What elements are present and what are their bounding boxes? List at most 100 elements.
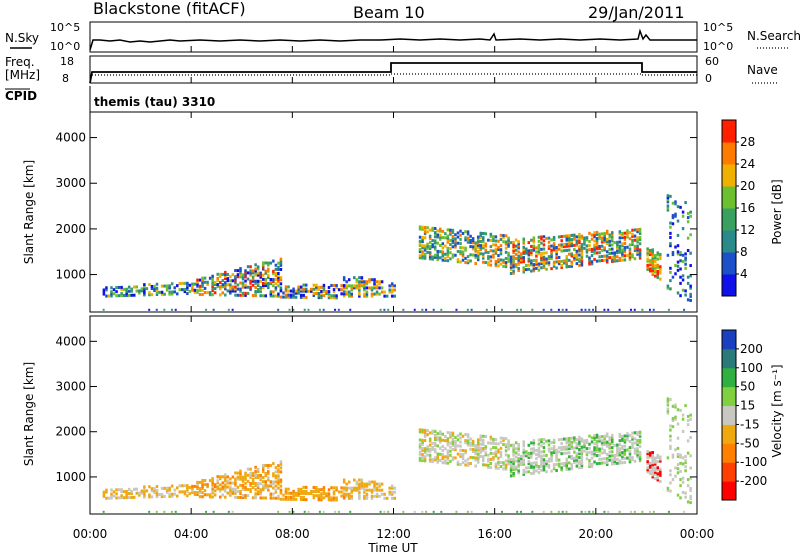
velocity-cell	[555, 468, 558, 472]
velocity-cell	[342, 480, 346, 484]
power-cell	[246, 265, 250, 269]
velocity-cell	[428, 437, 432, 441]
power-cell	[573, 247, 576, 251]
velocity-cell	[532, 461, 536, 465]
power-cell	[244, 275, 247, 279]
power-cell	[363, 282, 366, 286]
velocity-cell	[502, 442, 505, 446]
power-cell	[666, 208, 670, 212]
velocity-cell	[476, 458, 480, 462]
velocity-cell	[598, 449, 601, 453]
velocity-cell	[211, 479, 214, 483]
velocity-cell	[638, 430, 642, 434]
power-cell	[676, 219, 680, 223]
power-cell	[441, 258, 445, 262]
velocity-cell	[633, 510, 636, 513]
velocity-cell	[312, 494, 316, 498]
velocity-cell	[135, 487, 139, 491]
velocity-cell	[444, 434, 447, 438]
velocity-cell	[436, 436, 439, 440]
velocity-cell	[561, 510, 564, 513]
velocity-cell	[555, 454, 558, 458]
x-tick-label: 20:00	[579, 527, 614, 541]
power-cell	[550, 252, 553, 256]
power-cell	[542, 243, 546, 247]
velocity-cell	[540, 438, 543, 442]
velocity-cell	[421, 440, 424, 444]
velocity-cell	[418, 446, 422, 450]
velocity-cell	[201, 478, 204, 482]
velocity-cell	[466, 457, 470, 461]
velocity-cell	[638, 440, 642, 444]
velocity-cell	[512, 449, 515, 453]
power-cell	[494, 260, 498, 264]
power-cell	[426, 242, 429, 246]
power-cell	[455, 308, 458, 311]
velocity-cell	[224, 473, 227, 477]
power-cell	[375, 290, 379, 294]
velocity-cell	[598, 453, 601, 457]
velocity-cell	[618, 433, 622, 437]
velocity-cell	[143, 491, 146, 495]
power-cell	[507, 243, 510, 247]
velocity-cell	[226, 475, 230, 479]
power-cell	[507, 253, 510, 257]
power-cell	[433, 255, 437, 259]
power-cell	[461, 258, 465, 262]
power-cell	[499, 262, 503, 266]
power-cell	[340, 284, 343, 288]
velocity-cell	[120, 488, 123, 492]
velocity-cell	[446, 453, 450, 457]
velocity-cell	[375, 492, 379, 496]
velocity-cell	[216, 479, 219, 483]
velocity-cell	[102, 510, 105, 513]
power-cell	[557, 308, 560, 311]
velocity-cell	[651, 455, 654, 459]
power-cell	[654, 258, 657, 262]
power-cell	[211, 293, 214, 297]
velocity-cell	[573, 438, 576, 442]
velocity-cell	[227, 510, 230, 513]
power-cell	[669, 287, 672, 291]
power-cell	[494, 235, 498, 239]
power-cell	[669, 270, 672, 274]
power-cell	[165, 284, 169, 288]
velocity-cell	[618, 459, 622, 463]
velocity-cell	[550, 457, 553, 461]
velocity-cell	[239, 471, 242, 475]
power-cell	[555, 250, 558, 254]
power-cell	[681, 227, 685, 231]
power-cell	[474, 247, 477, 251]
velocity-cell	[196, 482, 199, 486]
velocity-cell	[537, 448, 541, 452]
power-cell	[375, 284, 379, 288]
power-cell	[226, 277, 230, 281]
power-cell	[580, 263, 584, 267]
velocity-cell	[646, 450, 649, 454]
velocity-cell	[320, 496, 323, 500]
power-cell	[573, 256, 576, 260]
velocity-cell	[428, 455, 432, 459]
power-cell	[547, 236, 551, 240]
power-cell	[370, 294, 374, 298]
power-cell	[385, 294, 389, 298]
noise-left-tick-top: 10^5	[50, 21, 80, 34]
velocity-cell	[165, 490, 169, 494]
power-cell	[552, 248, 556, 252]
velocity-cell	[588, 434, 591, 438]
power-cell	[216, 285, 219, 289]
power-cell	[378, 282, 381, 286]
velocity-cell	[646, 452, 649, 456]
power-cell	[492, 239, 495, 243]
velocity-cell	[611, 458, 614, 462]
velocity-cell	[320, 494, 323, 498]
velocity-cell	[646, 470, 649, 474]
power-cell	[212, 308, 215, 311]
power-cell	[345, 284, 348, 288]
velocity-cell	[512, 472, 515, 476]
velocity-cell	[441, 448, 445, 452]
power-cell	[365, 280, 369, 284]
velocity-cell	[148, 495, 151, 499]
velocity-cell	[358, 494, 361, 498]
velocity-cell	[115, 496, 118, 500]
